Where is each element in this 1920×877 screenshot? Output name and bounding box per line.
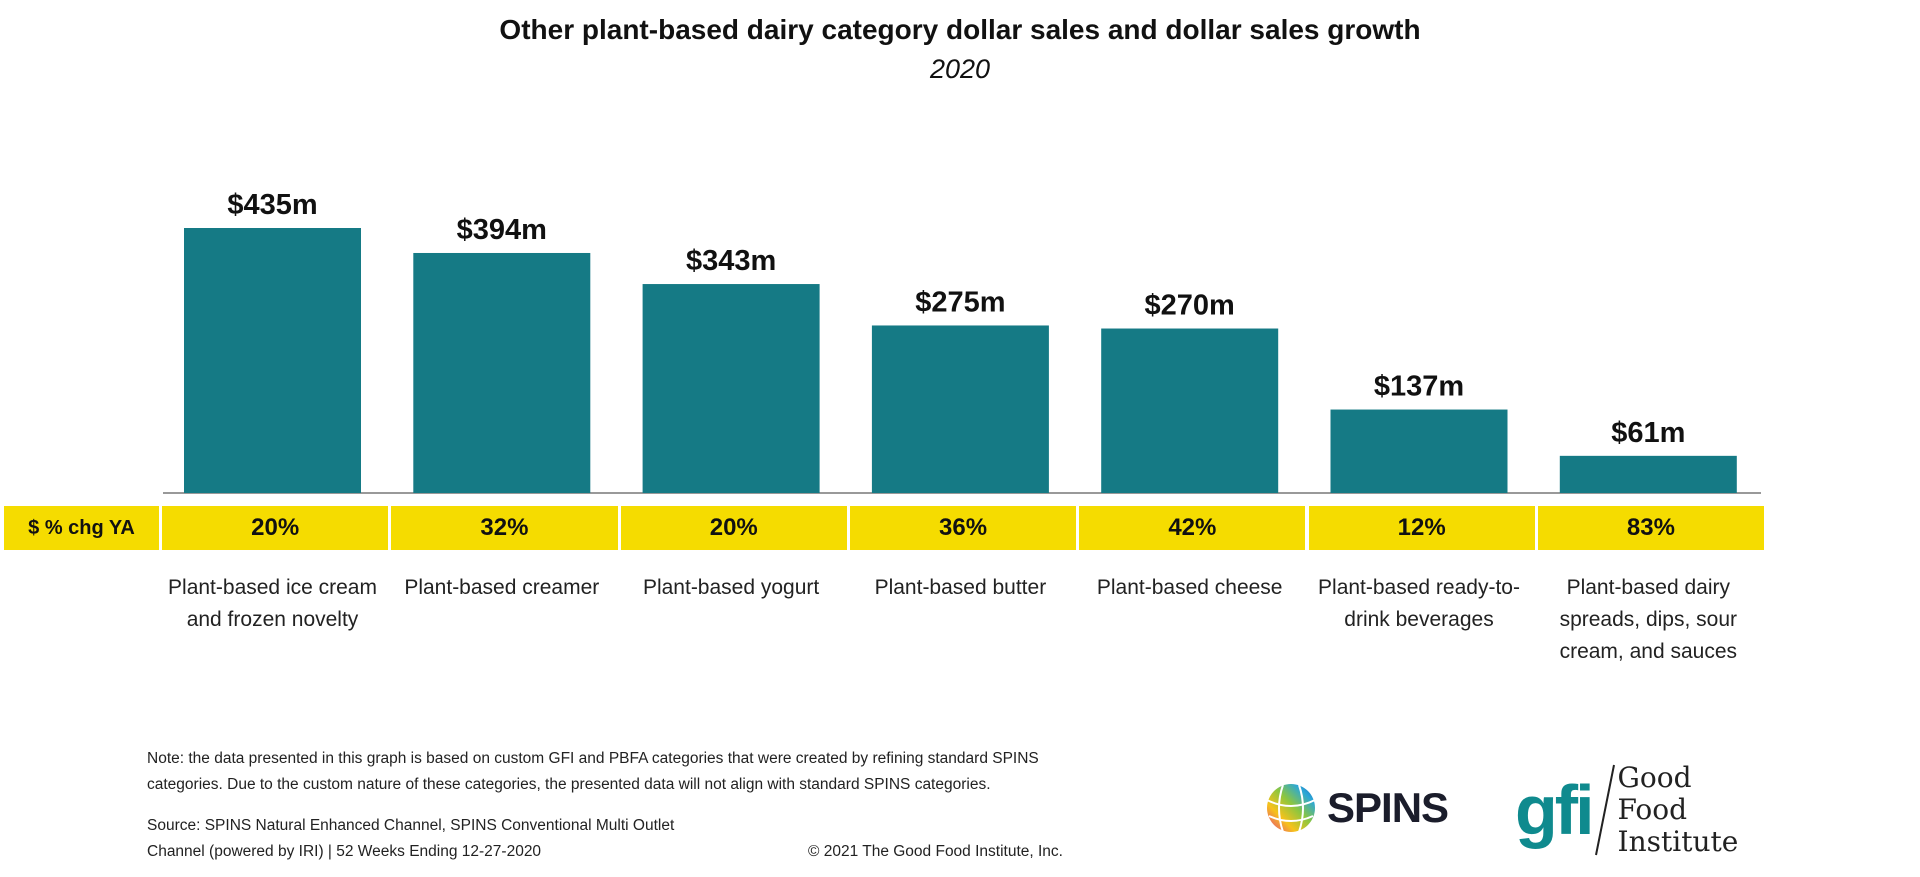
data-label: $270m bbox=[1145, 290, 1235, 322]
growth-value: 42% bbox=[1079, 506, 1306, 550]
growth-value: 20% bbox=[620, 506, 847, 550]
category-label: Plant-based dairy spreads, dips, sour cr… bbox=[1559, 576, 1738, 663]
chart-title: Other plant-based dairy category dollar … bbox=[499, 14, 1421, 45]
growth-row-label: $ % chg YA bbox=[4, 506, 159, 550]
chart-subtitle: 2020 bbox=[929, 54, 991, 84]
copyright: © 2021 The Good Food Institute, Inc. bbox=[808, 843, 1063, 860]
gfi-logo: gfi Good Food Institute bbox=[1515, 762, 1768, 858]
bar bbox=[1101, 328, 1279, 493]
growth-value: 36% bbox=[849, 506, 1077, 550]
data-label: $435m bbox=[227, 189, 317, 221]
spins-logo: SPINS bbox=[1265, 782, 1449, 834]
growth-value: 12% bbox=[1308, 506, 1535, 550]
source-line: Source: SPINS Natural Enhanced Channel, … bbox=[147, 817, 675, 834]
bar bbox=[1559, 455, 1737, 493]
note-line: Note: the data presented in this graph i… bbox=[147, 750, 1039, 767]
gfi-slash bbox=[1594, 764, 1615, 855]
bar bbox=[1330, 409, 1508, 493]
bar bbox=[184, 228, 361, 493]
spins-wordmark: SPINS bbox=[1327, 784, 1449, 831]
growth-value: 32% bbox=[391, 506, 618, 550]
data-label: $343m bbox=[686, 245, 776, 277]
source-line: Channel (powered by IRI) | 52 Weeks Endi… bbox=[147, 843, 542, 860]
gfi-name: Good Food Institute bbox=[1617, 761, 1739, 858]
bar bbox=[413, 252, 591, 493]
note: Note: the data presented in this graph i… bbox=[147, 746, 1039, 798]
growth-value: 83% bbox=[1537, 506, 1765, 550]
data-label: $394m bbox=[457, 214, 547, 246]
category-label: Plant-based ice cream and frozen novelty bbox=[168, 576, 377, 631]
note-line: categories. Due to the custom nature of … bbox=[147, 776, 991, 793]
category-label: Plant-based ready-to-drink beverages bbox=[1318, 576, 1520, 631]
data-label: $61m bbox=[1611, 417, 1685, 449]
growth-value: 20% bbox=[162, 506, 389, 550]
data-label: $275m bbox=[915, 286, 1005, 318]
bar bbox=[871, 325, 1049, 493]
spins-globe-icon bbox=[1266, 784, 1316, 833]
gfi-mark: gfi bbox=[1515, 771, 1595, 849]
bar bbox=[642, 284, 820, 493]
data-label: $137m bbox=[1374, 371, 1464, 403]
category-label: Plant-based creamer bbox=[404, 576, 600, 599]
category-label: Plant-based cheese bbox=[1096, 576, 1283, 599]
category-label: Plant-based yogurt bbox=[642, 576, 820, 599]
source: Source: SPINS Natural Enhanced Channel, … bbox=[147, 813, 674, 865]
category-label: Plant-based butter bbox=[874, 576, 1047, 599]
